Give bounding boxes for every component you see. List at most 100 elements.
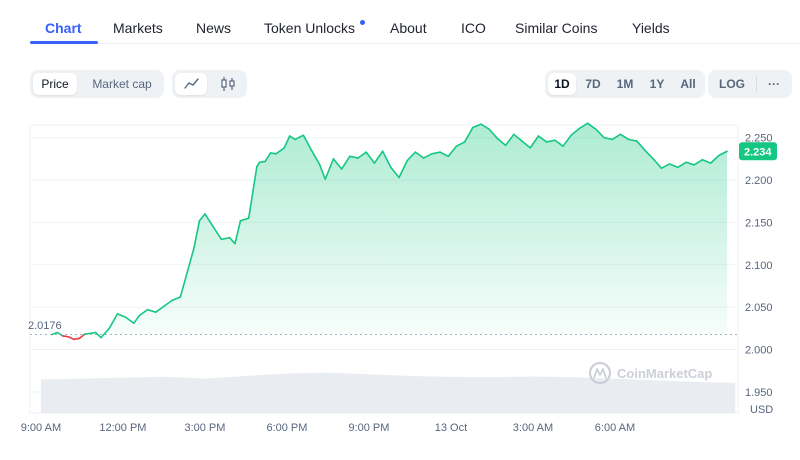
current-price-label: 2.234	[744, 146, 772, 158]
x-tick-label: 12:00 PM	[99, 422, 146, 434]
x-tick-label: 9:00 AM	[21, 422, 61, 434]
price-line-segment	[94, 331, 102, 339]
price-line-segment	[660, 163, 671, 170]
watermark-text: CoinMarketCap	[617, 366, 712, 381]
range-1y[interactable]: 1Y	[649, 77, 665, 91]
range-7d[interactable]: 7D	[585, 77, 601, 91]
price-chart[interactable]: 2.0176 2.250 2.200 2.150 2.100 2.050 2.000 1.9…	[0, 120, 800, 440]
price-line-segment	[83, 332, 91, 336]
price-line-segment	[239, 217, 250, 222]
price-line-segment	[439, 151, 450, 158]
price-line-segment	[234, 219, 242, 245]
y-tick-label: 2.200	[745, 175, 773, 187]
price-line-segment	[668, 163, 679, 169]
current-price-badge: 2.234	[739, 142, 777, 161]
price-line-segment	[636, 140, 646, 152]
price-line-segment	[603, 136, 614, 141]
price-line-segment	[72, 337, 81, 341]
price-line-segment	[701, 158, 712, 164]
price-line-segment	[204, 213, 214, 228]
price-line-segment	[644, 149, 655, 160]
price-line-segment	[513, 133, 523, 142]
price-line-segment	[324, 158, 335, 181]
price-line-segment	[318, 164, 327, 181]
tab-about[interactable]: About	[390, 20, 427, 36]
range-1d[interactable]: 1D	[548, 73, 576, 95]
price-line-segment	[62, 335, 70, 338]
price-option[interactable]: Price	[33, 73, 77, 95]
price-line-segment	[488, 128, 499, 140]
price-line-segment	[138, 308, 149, 317]
open-price-label: 2.0176	[28, 320, 62, 332]
price-line-segment	[693, 158, 704, 166]
price-area	[51, 123, 728, 340]
y-tick-label: 2.150	[745, 217, 773, 229]
price-line-segment	[185, 247, 195, 279]
tab-ico[interactable]: ICO	[461, 20, 486, 36]
price-line-segment	[51, 331, 59, 336]
price-line-segment	[718, 150, 728, 157]
price-line-segment	[332, 158, 343, 170]
chart-options: LOG ···	[708, 70, 792, 98]
price-line-segment	[163, 299, 173, 308]
price-line-segment	[521, 140, 532, 149]
candlestick-icon[interactable]	[212, 73, 244, 95]
tab-markets[interactable]: Markets	[113, 20, 163, 36]
price-line-segment	[179, 276, 187, 298]
price-line-segment	[357, 151, 368, 159]
chart-style-toggle	[172, 70, 247, 98]
price-line-segment	[302, 134, 313, 152]
watermark: CoinMarketCap	[588, 361, 712, 385]
price-line-segment	[78, 333, 86, 340]
price-line-segment	[365, 151, 376, 164]
options-divider	[756, 76, 757, 92]
price-line-segment	[480, 123, 491, 131]
tab-similar-coins[interactable]: Similar Coins	[515, 20, 598, 36]
x-tick-label: 9:00 PM	[348, 422, 389, 434]
tab-bar: Chart Markets News Token Unlocks About I…	[30, 0, 800, 44]
price-line-segment	[146, 308, 157, 313]
price-line-segment	[275, 147, 286, 155]
price-line-segment	[154, 305, 165, 313]
price-line-segment	[496, 137, 507, 147]
price-line-segment	[570, 127, 581, 136]
price-line-segment	[414, 151, 425, 159]
price-line-segment	[463, 126, 474, 143]
price-line-segment	[685, 161, 696, 166]
price-line-segment	[537, 135, 548, 143]
tab-token-unlocks[interactable]: Token Unlocks	[264, 20, 356, 36]
tab-yields[interactable]: Yields	[632, 20, 670, 36]
line-chart-icon[interactable]	[175, 73, 207, 95]
active-tab-indicator	[30, 41, 98, 44]
price-line-segment	[504, 133, 515, 147]
price-line-segment	[373, 150, 384, 164]
price-line-segment	[619, 133, 630, 141]
price-line-segment	[709, 154, 720, 164]
price-line-segment	[220, 236, 231, 241]
price-line-segment	[406, 151, 417, 162]
new-indicator-dot	[360, 20, 365, 25]
more-options-icon[interactable]: ···	[768, 77, 780, 91]
price-line-segment	[269, 152, 277, 155]
tab-news[interactable]: News	[196, 20, 232, 36]
price-line-segment	[56, 331, 64, 337]
price-marketcap-toggle: Price Market cap	[30, 70, 164, 98]
log-scale-button[interactable]: LOG	[719, 77, 745, 91]
price-line-segment	[283, 135, 291, 149]
price-line-segment	[108, 313, 119, 330]
x-tick-label: 6:00 AM	[595, 422, 635, 434]
tab-chart[interactable]: Chart	[45, 20, 82, 36]
price-line-segment	[133, 314, 141, 325]
price-line-segment	[422, 152, 433, 159]
price-line-segment	[212, 225, 223, 241]
price-line-segment	[562, 134, 573, 147]
range-1m[interactable]: 1M	[616, 77, 634, 91]
market-cap-option[interactable]: Market cap	[92, 77, 152, 91]
coinmarketcap-logo-icon	[588, 361, 612, 385]
price-line-segment	[116, 313, 127, 319]
price-line-segment	[652, 158, 663, 170]
price-line-segment	[288, 135, 296, 141]
range-all[interactable]: All	[680, 77, 696, 91]
y-tick-label: 2.050	[745, 302, 773, 314]
currency-label: USD	[750, 404, 773, 416]
